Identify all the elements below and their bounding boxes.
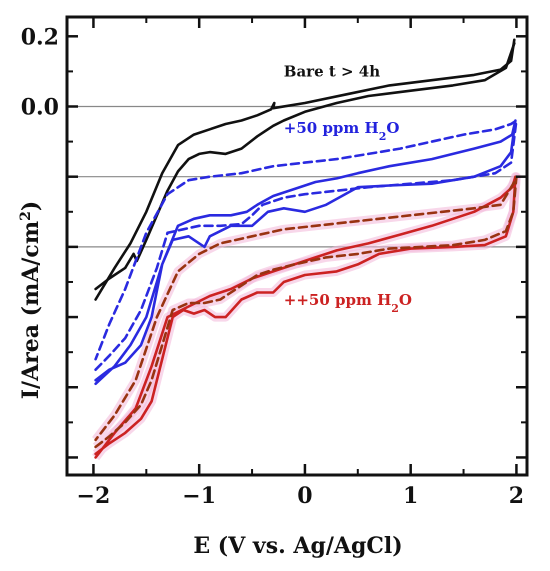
y-axis-title-sup: 2 bbox=[18, 211, 34, 221]
series-h2o_dashed bbox=[94, 119, 518, 371]
x-tick-label-1: −1 bbox=[182, 483, 216, 509]
y-axis-title-main: I/Area (mA/cm bbox=[18, 221, 44, 399]
x-tick-label-3: 1 bbox=[403, 483, 418, 509]
annotation-plusplus50: ++50 ppm H2O bbox=[284, 291, 412, 315]
axis-ticks bbox=[67, 17, 527, 475]
series-h2o_solid bbox=[94, 119, 517, 386]
series-hh2o_solid bbox=[94, 175, 517, 459]
x-axis-title: E (V vs. Ag/AgCl) bbox=[193, 533, 402, 559]
x-tick-label-0: −2 bbox=[77, 483, 111, 509]
annotation-bare: Bare t > 4h bbox=[284, 63, 380, 81]
annotations: Bare t > 4h +50 ppm H2O ++50 ppm H2O bbox=[284, 63, 412, 315]
x-tick-label-2: 0 bbox=[297, 483, 312, 509]
y-tick-label-6: 0.2 bbox=[21, 24, 59, 50]
y-axis-title: I/Area (mA/cm2) bbox=[18, 201, 44, 400]
annotation-plus50: +50 ppm H2O bbox=[284, 119, 400, 143]
y-axis-title-tail: ) bbox=[18, 201, 44, 211]
series-hh2o_dashed bbox=[94, 175, 518, 449]
x-tick-labels: −2 −1 0 1 2 bbox=[77, 483, 525, 509]
y-tick-label-5: 0.0 bbox=[21, 94, 59, 120]
x-tick-label-4: 2 bbox=[509, 483, 524, 509]
series-bare_reverse bbox=[94, 38, 516, 301]
y-tick-labels: 0.0 0.2 bbox=[21, 24, 59, 120]
series-lines bbox=[94, 38, 518, 459]
